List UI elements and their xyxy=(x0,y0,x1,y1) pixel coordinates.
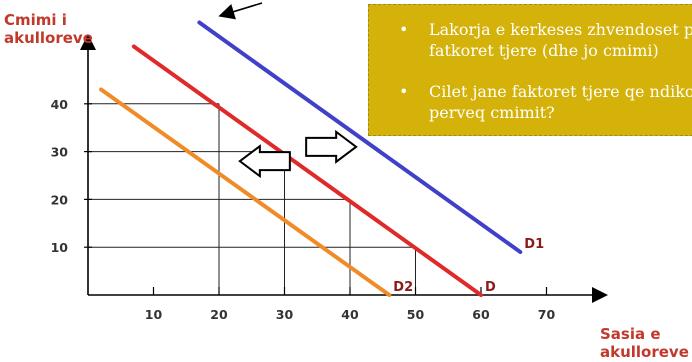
y-tick-label: 40 xyxy=(51,97,69,112)
x-tick-label: 10 xyxy=(145,307,163,322)
bullet-icon: • xyxy=(399,82,409,101)
pointer-arrow-icon xyxy=(218,2,263,20)
demand-curve-d2 xyxy=(99,87,392,297)
x-tick-label: 50 xyxy=(407,307,425,322)
shift-arrow-right-icon xyxy=(305,129,358,164)
note-text-3: Cilet jane faktoret tjere qe ndikojne ne… xyxy=(429,82,692,101)
x-tick-label: 70 xyxy=(538,307,556,322)
y-tick-label: 20 xyxy=(51,192,69,207)
series-label-d: D xyxy=(485,280,496,295)
note-bullet-1: • Lakorja e kerkeses zhvendoset per shka… xyxy=(369,19,692,61)
x-tick-label: 30 xyxy=(276,307,294,322)
note-bullet-2: • Cilet jane faktoret tjere qe ndikojne … xyxy=(369,81,692,123)
note-text-4: perveq cmimit? xyxy=(429,103,555,122)
y-tick-label: 10 xyxy=(51,240,69,255)
note-box: • Lakorja e kerkeses zhvendoset per shka… xyxy=(368,4,692,136)
shift-arrow-left-icon xyxy=(238,144,291,179)
x-tick-label: 20 xyxy=(210,307,228,322)
note-text-2: fatkoret tjere (dhe jo cmimi) xyxy=(429,41,659,60)
bullet-icon: • xyxy=(399,20,409,39)
demand-curve-d1 xyxy=(197,20,523,254)
x-axis-label: Sasia e akulloreve xyxy=(600,325,689,361)
demand-curve-d xyxy=(131,44,483,297)
x-tick-label: 40 xyxy=(341,307,359,322)
x-tick-label: 60 xyxy=(472,307,490,322)
note-text-1: Lakorja e kerkeses zhvendoset per shkak … xyxy=(429,20,692,39)
series-label-d1: D1 xyxy=(524,237,544,252)
series-label-d2: D2 xyxy=(393,280,413,295)
y-tick-label: 30 xyxy=(51,145,69,160)
y-axis-label: Cmimi i akulloreve xyxy=(4,11,93,47)
